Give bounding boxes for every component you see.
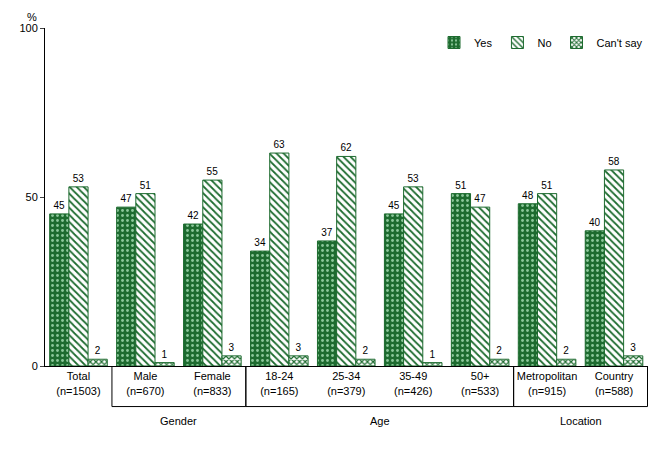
- svg-text:Country(n=588): Country(n=588): [595, 370, 634, 396]
- svg-text:40: 40: [589, 217, 601, 228]
- svg-text:1: 1: [429, 349, 435, 360]
- svg-text:Metropolitan(n=915): Metropolitan(n=915): [517, 370, 578, 396]
- svg-text:Male(n=670): Male(n=670): [126, 370, 164, 396]
- svg-text:Can't say: Can't say: [597, 37, 643, 49]
- svg-text:53: 53: [407, 173, 419, 184]
- svg-text:Total(n=1503): Total(n=1503): [56, 370, 100, 396]
- svg-text:25-34(n=379): 25-34(n=379): [327, 370, 365, 396]
- svg-text:100: 100: [19, 22, 37, 34]
- svg-text:Yes: Yes: [474, 37, 492, 49]
- svg-text:2: 2: [362, 345, 368, 356]
- svg-text:45: 45: [388, 200, 400, 211]
- svg-text:3: 3: [630, 342, 636, 353]
- svg-text:2: 2: [95, 345, 101, 356]
- svg-text:55: 55: [207, 166, 219, 177]
- svg-text:58: 58: [608, 156, 620, 167]
- svg-text:No: No: [537, 37, 551, 49]
- svg-text:47: 47: [120, 193, 132, 204]
- svg-text:51: 51: [541, 180, 553, 191]
- svg-text:Gender: Gender: [160, 415, 197, 427]
- svg-text:34: 34: [254, 237, 266, 248]
- svg-text:51: 51: [455, 180, 467, 191]
- svg-text:3: 3: [295, 342, 301, 353]
- svg-text:50+(n=533): 50+(n=533): [461, 370, 499, 396]
- svg-text:Age: Age: [370, 415, 390, 427]
- svg-text:48: 48: [522, 190, 534, 201]
- svg-text:42: 42: [187, 210, 199, 221]
- svg-text:62: 62: [340, 142, 352, 153]
- svg-text:45: 45: [54, 200, 66, 211]
- svg-text:1: 1: [162, 349, 168, 360]
- svg-text:0: 0: [32, 360, 38, 372]
- svg-text:63: 63: [274, 139, 286, 150]
- svg-text:Location: Location: [560, 415, 602, 427]
- svg-text:2: 2: [496, 345, 502, 356]
- svg-text:3: 3: [229, 342, 235, 353]
- svg-text:47: 47: [474, 193, 486, 204]
- svg-text:53: 53: [73, 173, 85, 184]
- svg-text:%: %: [27, 11, 37, 23]
- svg-text:51: 51: [140, 180, 152, 191]
- svg-text:Female(n=833): Female(n=833): [193, 370, 231, 396]
- svg-text:18-24(n=165): 18-24(n=165): [260, 370, 298, 396]
- svg-text:35-49(n=426): 35-49(n=426): [394, 370, 432, 396]
- svg-text:50: 50: [26, 191, 38, 203]
- svg-text:2: 2: [563, 345, 569, 356]
- svg-text:37: 37: [321, 227, 333, 238]
